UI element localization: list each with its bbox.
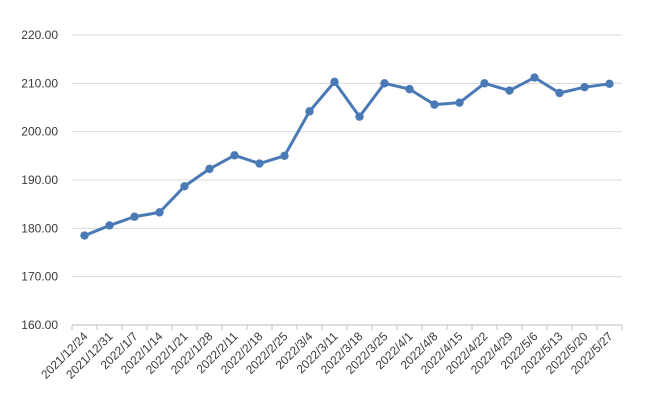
y-tick-label: 180.00 [21,221,58,235]
series-layer [80,73,614,240]
data-point [355,112,364,121]
y-axis-ticks: 160.00 170.00 180.00 190.00 200.00 210.00 220.… [21,28,58,332]
data-point [105,221,114,230]
data-point [330,77,339,87]
data-point [180,182,189,191]
data-point [305,107,314,116]
y-tick-label: 160.00 [21,318,58,332]
data-point [480,79,489,88]
series-line [83,76,611,238]
data-point [155,208,164,217]
gridlines [72,34,622,326]
y-tick-label: 220.00 [21,28,58,42]
x-axis-ticks: 2021/12/242021/12/312022/1/72022/1/14202… [38,325,623,382]
y-tick-label: 170.00 [21,270,58,284]
data-point [230,151,239,160]
data-point [280,151,289,161]
data-point [530,73,539,82]
data-point [380,79,389,88]
y-tick-label: 210.00 [21,76,58,90]
data-point [255,159,264,168]
data-point [205,164,214,174]
data-point [80,231,89,240]
y-tick-label: 200.00 [21,125,58,139]
data-point [130,212,139,221]
y-tick-label: 190.00 [21,173,58,187]
data-point [555,88,564,98]
data-point [430,100,439,109]
data-point [455,98,464,107]
data-point [580,83,589,92]
data-point [505,86,514,95]
data-point [405,84,414,94]
data-point [605,79,614,89]
